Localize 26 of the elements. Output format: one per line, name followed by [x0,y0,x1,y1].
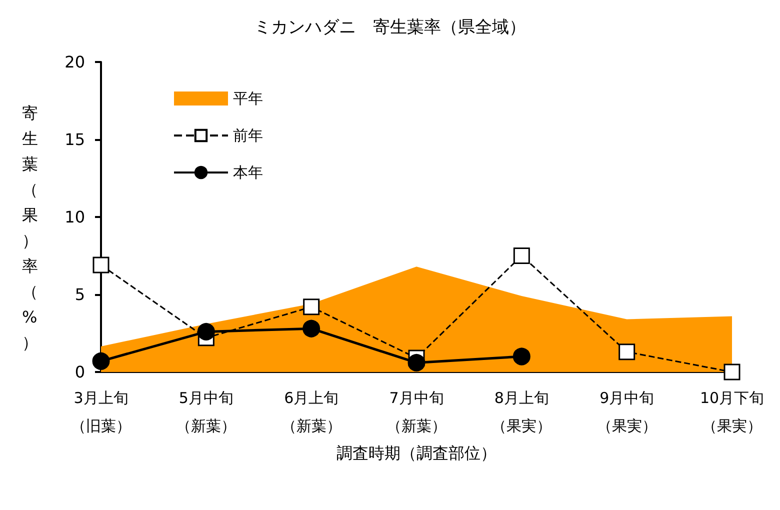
x-tick-label: 8月上旬（果実） [492,389,552,435]
y-tick-label: 5 [74,285,85,304]
x-tick-label: 7月中旬（新葉） [386,389,446,435]
x-tick-label: 9月中旬（果実） [596,389,657,435]
point [197,322,215,340]
point [724,364,740,380]
point [302,320,320,338]
legend-label: 本年 [233,164,263,182]
x-tick-label: 3月上旬（旧葉） [71,389,131,435]
x-tick-label: 5月中旬（新葉） [176,389,236,435]
y-tick-label: 15 [64,130,85,149]
chart-title: ミカンハダニ 寄生葉率（県全域） [254,18,526,38]
text: 寄生葉（果）率（%） [22,103,38,352]
point [618,344,636,360]
x-tick-label: 6月上旬（新葉） [281,389,342,435]
point [303,298,320,316]
legend-label: 前年 [233,126,263,144]
legend-label: 平年 [233,90,263,108]
point [512,348,530,366]
y-tick-label: 10 [64,208,85,226]
y-tick-label: 20 [64,52,85,72]
y-tick-label: 0 [74,362,85,382]
x-tick-label: 10月下旬（果実） [700,389,764,435]
x-axis-title: 調査時期（調査部位） [336,443,496,462]
point [92,352,110,370]
point [408,354,426,372]
